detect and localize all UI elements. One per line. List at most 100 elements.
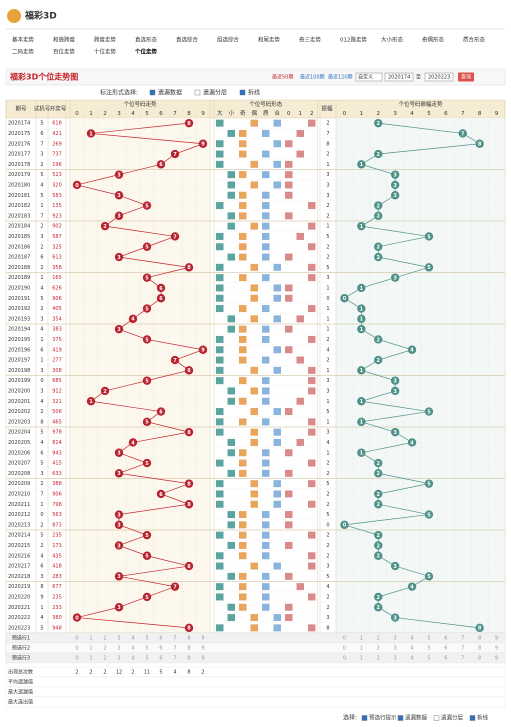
preselect-digit[interactable]: 6 xyxy=(159,646,162,652)
preselect-digit[interactable]: 7 xyxy=(461,656,464,662)
checkbox[interactable] xyxy=(361,715,368,721)
preselect-digit[interactable]: 2 xyxy=(103,636,106,642)
preselect-digit[interactable]: 9 xyxy=(201,656,204,662)
preselect-digit[interactable]: 7 xyxy=(461,636,464,642)
preselect-digit[interactable]: 9 xyxy=(201,636,204,642)
preselect-digit[interactable]: 2 xyxy=(103,656,106,662)
nav-link[interactable]: 012路走势 xyxy=(340,36,367,44)
checkbox[interactable] xyxy=(194,89,201,96)
preselect-digit[interactable]: 3 xyxy=(394,646,397,652)
preselect-digit[interactable]: 1 xyxy=(89,646,92,652)
preselect-digit[interactable]: 5 xyxy=(427,646,430,652)
preselect-digit[interactable]: 9 xyxy=(495,656,498,662)
input-to[interactable] xyxy=(424,72,454,82)
preselect-digit[interactable]: 0 xyxy=(343,656,346,662)
amp-ball xyxy=(374,551,383,560)
preselect-digit[interactable]: 8 xyxy=(187,636,190,642)
query-button[interactable] xyxy=(458,72,474,82)
form-cell xyxy=(250,500,258,508)
nav-link[interactable]: 个位走势 xyxy=(134,48,158,56)
preselect-digit[interactable]: 5 xyxy=(145,646,148,652)
nav-link[interactable]: 十位走势 xyxy=(94,48,117,56)
number: 912 xyxy=(52,388,62,394)
preselect-digit[interactable]: 0 xyxy=(75,646,78,652)
preselect-digit[interactable]: 6 xyxy=(444,656,447,662)
recent-link[interactable]: 最近50期 xyxy=(272,74,293,81)
preselect-digit[interactable]: 1 xyxy=(89,636,92,642)
nav-link[interactable]: 跨度走势 xyxy=(94,36,117,44)
nav-link[interactable]: 奇偶形态 xyxy=(422,36,445,44)
preselect-digit[interactable]: 6 xyxy=(444,646,447,652)
form-cell xyxy=(216,284,224,292)
nav-link[interactable]: 和尾走势 xyxy=(258,36,281,44)
preselect-digit[interactable]: 3 xyxy=(117,636,120,642)
checkbox[interactable] xyxy=(433,715,440,721)
preselect-digit[interactable]: 0 xyxy=(75,656,78,662)
preselect-digit[interactable]: 2 xyxy=(377,646,380,652)
preselect-digit[interactable]: 7 xyxy=(461,646,464,652)
number: 269 xyxy=(52,141,62,147)
preselect-digit[interactable]: 3 xyxy=(117,646,120,652)
preselect-digit[interactable]: 5 xyxy=(145,636,148,642)
preselect-digit[interactable]: 9 xyxy=(201,646,204,652)
checkbox[interactable] xyxy=(469,715,476,721)
preselect-digit[interactable]: 3 xyxy=(394,656,397,662)
preselect-digit[interactable]: 4 xyxy=(131,636,134,642)
to-label: 至 xyxy=(416,75,421,81)
preselect-digit[interactable]: 6 xyxy=(444,636,447,642)
nav-link[interactable]: 百位走势 xyxy=(53,48,76,56)
preselect-digit[interactable]: 6 xyxy=(159,636,162,642)
preselect-digit[interactable]: 8 xyxy=(187,656,190,662)
checkbox[interactable] xyxy=(239,89,246,96)
preselect-digit[interactable]: 2 xyxy=(103,646,106,652)
input-from[interactable] xyxy=(384,72,414,82)
trial: 3 xyxy=(40,368,43,374)
preselect-digit[interactable]: 1 xyxy=(360,646,363,652)
preselect-digit[interactable]: 4 xyxy=(410,656,413,662)
preselect-digit[interactable]: 9 xyxy=(495,636,498,642)
preselect-digit[interactable]: 1 xyxy=(89,656,92,662)
preselect-digit[interactable]: 0 xyxy=(343,636,346,642)
nav-link[interactable]: 奇三走势 xyxy=(299,36,322,44)
checkbox[interactable] xyxy=(149,89,156,96)
form-cell xyxy=(262,459,270,467)
preselect-digit[interactable]: 8 xyxy=(478,646,481,652)
preselect-digit[interactable]: 8 xyxy=(478,636,481,642)
preselect-digit[interactable]: 4 xyxy=(410,636,413,642)
nav-link[interactable]: 质合形态 xyxy=(463,36,486,44)
preselect-digit[interactable]: 5 xyxy=(427,656,430,662)
preselect-digit[interactable]: 0 xyxy=(75,636,78,642)
nav-link[interactable]: 和值跨度 xyxy=(53,36,76,44)
preselect-digit[interactable]: 1 xyxy=(360,656,363,662)
preselect-digit[interactable]: 7 xyxy=(173,656,176,662)
preselect-digit[interactable]: 4 xyxy=(410,646,413,652)
preselect-digit[interactable]: 0 xyxy=(343,646,346,652)
nav-link[interactable]: 组选综合 xyxy=(217,36,240,44)
digit-ball-label: 1 xyxy=(89,131,93,137)
recent-link[interactable]: 最近100期 xyxy=(300,74,325,81)
preselect-digit[interactable]: 2 xyxy=(377,656,380,662)
checkbox[interactable] xyxy=(397,715,404,721)
preselect-digit[interactable]: 7 xyxy=(173,636,176,642)
preselect-digit[interactable]: 7 xyxy=(173,646,176,652)
preselect-digit[interactable]: 3 xyxy=(117,656,120,662)
preselect-digit[interactable]: 4 xyxy=(131,656,134,662)
nav-link[interactable]: 基本走势 xyxy=(12,36,35,44)
preselect-digit[interactable]: 2 xyxy=(377,636,380,642)
nav-link[interactable]: 二码走势 xyxy=(12,48,35,56)
select[interactable] xyxy=(355,72,383,82)
recent-link[interactable]: 最近120期 xyxy=(328,74,353,81)
preselect-digit[interactable]: 5 xyxy=(427,636,430,642)
nav-link[interactable]: 大小形态 xyxy=(381,36,404,44)
preselect-digit[interactable]: 8 xyxy=(187,646,190,652)
nav-link[interactable]: 直选综合 xyxy=(176,36,199,44)
preselect-digit[interactable]: 5 xyxy=(145,656,148,662)
preselect-digit[interactable]: 8 xyxy=(478,656,481,662)
nav-link[interactable]: 直选形态 xyxy=(135,36,158,44)
preselect-digit[interactable]: 6 xyxy=(159,656,162,662)
column-header: 6 xyxy=(444,111,448,117)
preselect-digit[interactable]: 1 xyxy=(360,636,363,642)
preselect-digit[interactable]: 9 xyxy=(495,646,498,652)
preselect-digit[interactable]: 4 xyxy=(131,646,134,652)
preselect-digit[interactable]: 3 xyxy=(394,636,397,642)
